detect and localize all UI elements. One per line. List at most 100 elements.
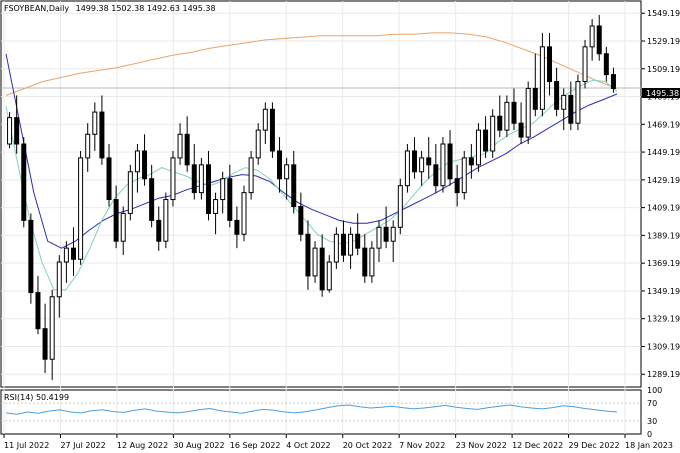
candle-body [106, 157, 112, 201]
candle-body [184, 133, 190, 166]
candle-body [426, 157, 432, 166]
time-tick-label: 18 Jan 2023 [625, 441, 673, 450]
price-tick-label: 1469.19 [647, 120, 680, 129]
price-tick-label: 1329.19 [647, 315, 680, 324]
time-tick-label: 29 Dec 2022 [569, 441, 620, 450]
candle-body [603, 53, 609, 76]
candle-body [291, 164, 297, 207]
symbol-label: FSOYBEAN,Daily [4, 4, 69, 13]
candle-body [305, 233, 311, 277]
candle-body [227, 178, 233, 221]
candle-body [269, 108, 275, 152]
candle-body [28, 219, 34, 294]
time-tick-label: 12 Dec 2022 [512, 441, 563, 450]
candle-body [525, 87, 531, 138]
candle-body [547, 46, 553, 83]
candle-body [113, 199, 119, 242]
candle-body [575, 81, 581, 124]
candle-body [582, 46, 588, 83]
candle-body [21, 143, 27, 221]
candle-body [511, 101, 517, 124]
candle-body [298, 205, 304, 235]
candle-body [99, 111, 105, 159]
rsi-panel-frame [0, 389, 642, 435]
price-tick-label: 1389.19 [647, 231, 680, 240]
candle-body [447, 143, 453, 180]
last-price-tag: 1495.38 [646, 89, 679, 98]
grid-lines [1, 1, 641, 434]
candle-body [468, 157, 474, 166]
time-tick-label: 7 Nov 2022 [399, 441, 445, 450]
candle-body [497, 115, 503, 131]
price-axis: 1549.191529.191509.191489.191469.191449.… [641, 9, 680, 379]
price-tick-label: 1369.19 [647, 259, 680, 268]
candle-body [454, 178, 460, 194]
ma-mid-line [5, 53, 618, 249]
price-tick-label: 1449.19 [647, 148, 680, 157]
candle-body [461, 157, 467, 194]
candle-body [532, 87, 538, 110]
candle-body [56, 261, 62, 298]
chart-title: FSOYBEAN,Daily 1499.38 1502.38 1492.63 1… [4, 4, 216, 13]
rsi-axis: 100 70 30 0 [647, 386, 662, 439]
candle-body [42, 328, 48, 360]
candle-body [440, 143, 446, 187]
time-tick-label: 23 Nov 2022 [456, 441, 507, 450]
time-tick-label: 20 Oct 2022 [343, 441, 392, 450]
candle-body [596, 25, 602, 55]
candle-body [383, 226, 389, 242]
candle-body [362, 247, 368, 277]
ma-fast-polyline [5, 79, 618, 291]
time-tick-label: 11 Jul 2022 [4, 441, 49, 450]
price-tick-label: 1349.19 [647, 287, 680, 296]
candle-body [319, 247, 325, 291]
time-axis: 11 Jul 2022 27 Jul 2022 12 Aug 2022 30 Aug … [3, 434, 673, 450]
candle-body [248, 157, 254, 194]
candle-body [277, 150, 283, 180]
candle-body [355, 233, 361, 249]
candles-group [7, 14, 616, 381]
candle-body [284, 164, 290, 180]
candle-body [419, 157, 425, 173]
ma-mid-polyline [5, 53, 618, 249]
candle-body [92, 111, 98, 135]
candle-body [397, 185, 403, 228]
candle-body [149, 178, 155, 221]
rsi-tick-label: 70 [647, 399, 657, 408]
candle-body [170, 157, 176, 201]
ohlc-values: 1499.38 1502.38 1492.63 1495.38 [76, 4, 216, 13]
price-tick-label: 1429.19 [647, 176, 680, 185]
candle-body [518, 122, 524, 138]
candle-body [63, 247, 69, 263]
candle-body [255, 129, 261, 159]
candle-body [177, 133, 183, 159]
candle-body [483, 129, 489, 152]
candle-body [213, 199, 219, 214]
rsi-polyline [5, 404, 618, 415]
candle-body [333, 233, 339, 263]
time-tick-label: 4 Oct 2022 [286, 441, 330, 450]
candle-body [220, 178, 226, 201]
candle-body [589, 25, 595, 48]
candle-body [433, 164, 439, 187]
candle-body [490, 115, 496, 152]
candle-body [390, 226, 396, 242]
candle-body [198, 164, 204, 194]
candle-body [120, 212, 126, 242]
candle-body [78, 157, 84, 260]
ma-slow-line [5, 32, 618, 96]
candle-body [85, 133, 91, 159]
candle-body [340, 233, 346, 256]
candle-body [376, 226, 382, 249]
rsi-line-group [5, 404, 618, 415]
candle-body [262, 108, 268, 131]
last-price-tag-bg [642, 88, 680, 98]
candle-body [35, 292, 41, 330]
candle-body [234, 219, 240, 235]
candle-body [49, 296, 55, 360]
candle-body [163, 199, 169, 242]
candle-body [348, 233, 354, 256]
candle-body [610, 74, 616, 89]
price-tick-label: 1309.19 [647, 342, 680, 351]
rsi-tick-label: 0 [647, 430, 652, 439]
